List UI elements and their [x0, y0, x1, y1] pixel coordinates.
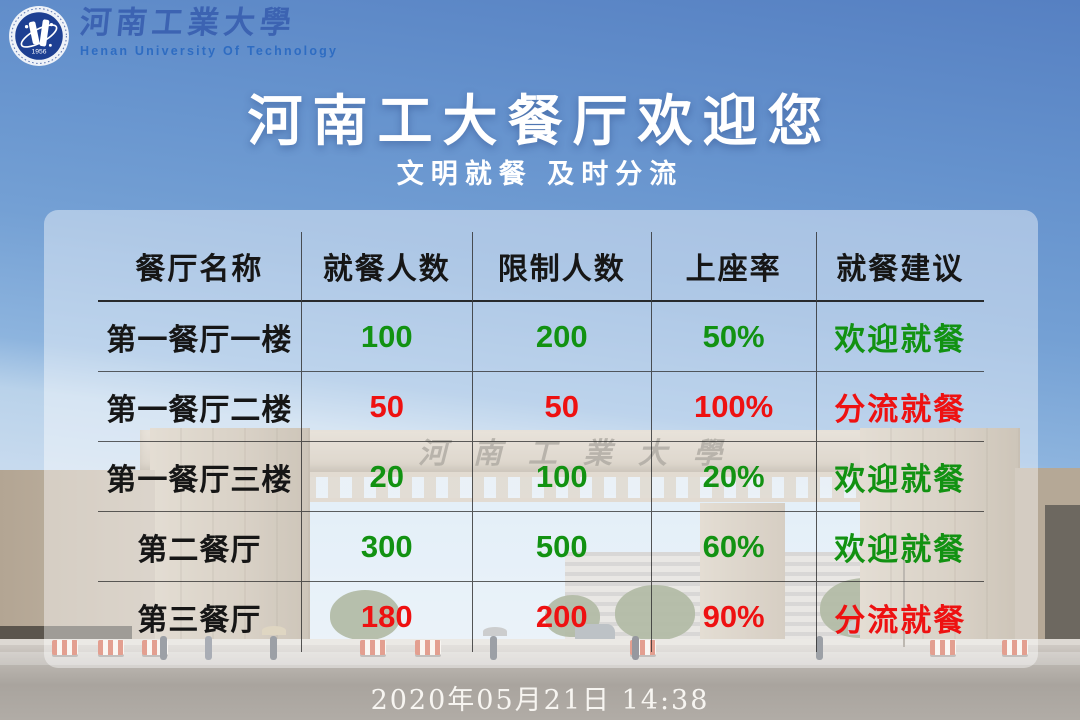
tree: [330, 590, 400, 640]
canteen-name: 第一餐厅二楼: [98, 372, 302, 442]
lamp-pole: [903, 552, 905, 647]
dining-advice: 欢迎就餐: [816, 442, 984, 512]
pedestrian: [632, 636, 639, 660]
diners-count: 180: [302, 582, 473, 652]
occupancy-rate: 50%: [651, 302, 817, 372]
page-title: 河南工大餐厅欢迎您: [247, 90, 833, 152]
column-header-occupancy: 上座率: [651, 232, 817, 302]
diners-count: 100: [301, 302, 473, 372]
dining-advice: 分流就餐: [816, 372, 984, 442]
canteen-status-table: 餐厅名称 就餐人数 限制人数 上座率 就餐建议 第一餐厅一楼 100 200 5…: [98, 232, 984, 652]
canteen-name: 第二餐厅: [98, 512, 302, 582]
pedestrian: [816, 636, 823, 660]
traffic-barrier: [415, 640, 441, 655]
dining-advice: 欢迎就餐: [816, 512, 984, 582]
right-wall-recess: [1045, 505, 1080, 643]
traffic-barrier: [98, 640, 124, 655]
traffic-barrier: [930, 640, 956, 655]
gate-sign-text: 河南工業大學: [417, 438, 748, 470]
pedestrian: [205, 636, 212, 660]
canteen-name: 第三餐厅: [98, 582, 302, 652]
occupancy-rate: 100%: [651, 372, 817, 442]
university-name-en: Henan University Of Technology: [80, 43, 339, 58]
occupancy-rate: 90%: [652, 582, 817, 652]
column-header-limit: 限制人数: [472, 232, 652, 302]
dining-advice: 分流就餐: [834, 602, 967, 638]
diners-count: 300: [301, 512, 473, 582]
road: [0, 645, 1080, 720]
university-name-zh: 河南工業大學: [78, 5, 298, 40]
logo-year: 1956: [32, 49, 47, 56]
umbrella: [262, 626, 286, 635]
traffic-barrier: [52, 640, 78, 655]
limit-count: 100: [472, 442, 652, 512]
pedestrian: [160, 636, 167, 660]
university-brand: 1956 河南工業大學 Henan University Of Technolo…: [8, 5, 338, 67]
pedestrian: [490, 636, 497, 660]
limit-count: 200: [473, 582, 652, 652]
diners-count: 50: [301, 372, 473, 442]
university-logo-icon: 1956: [9, 6, 69, 66]
dining-advice: 欢迎就餐: [816, 302, 984, 372]
gate-right-pylon: [860, 428, 1020, 668]
pedestrian: [270, 636, 277, 660]
traffic-barrier: [1002, 640, 1028, 655]
traffic-barrier: [360, 640, 386, 655]
umbrella: [483, 627, 507, 636]
canteen-status-panel: 餐厅名称 就餐人数 限制人数 上座率 就餐建议 第一餐厅一楼 100 200 5…: [44, 210, 1038, 668]
occupancy-rate: 20%: [651, 442, 817, 512]
limit-count: 500: [472, 512, 652, 582]
canteen-name: 第一餐厅三楼: [98, 442, 302, 512]
page-subtitle: 文明就餐 及时分流: [396, 159, 684, 189]
diners-count: 20: [301, 442, 473, 512]
tree: [615, 585, 695, 640]
curb: [0, 639, 1080, 647]
limit-count: 50: [472, 372, 652, 442]
column-header-diners: 就餐人数: [301, 232, 473, 302]
canteen-name: 第一餐厅一楼: [98, 302, 302, 372]
column-header-name: 餐厅名称: [98, 232, 302, 302]
datetime-display: 2020年05月21日 14:38: [370, 685, 710, 716]
occupancy-rate: 60%: [651, 512, 817, 582]
car: [575, 624, 615, 640]
limit-count: 200: [472, 302, 652, 372]
university-name: 河南工業大學 Henan University Of Technology: [78, 5, 339, 58]
column-header-advice: 就餐建议: [816, 232, 984, 302]
